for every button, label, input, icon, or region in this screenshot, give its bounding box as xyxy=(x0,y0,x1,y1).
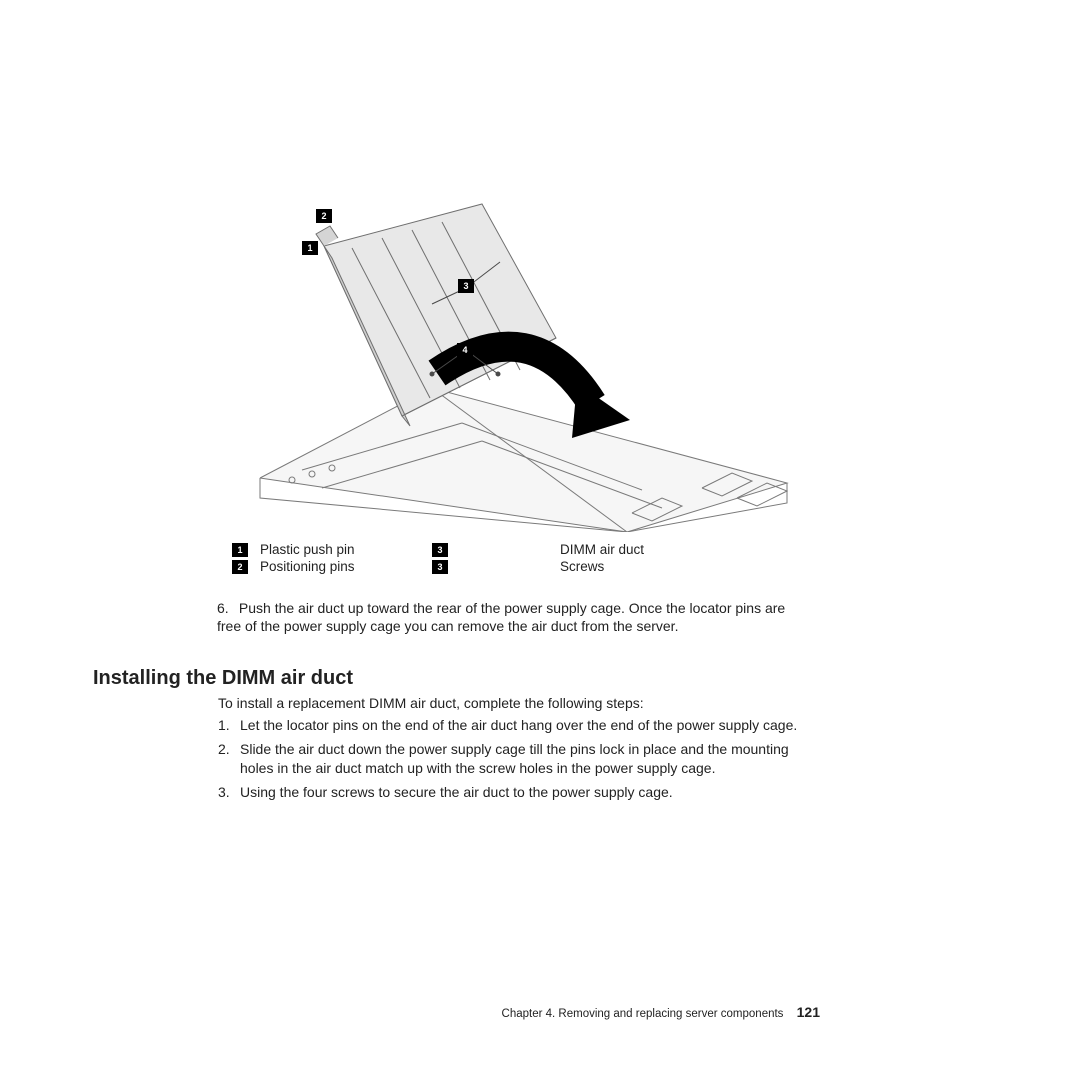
legend-label: Plastic push pin xyxy=(260,542,355,557)
step-text: Using the four screws to secure the air … xyxy=(240,783,814,801)
legend-row: 2 Positioning pins 3 Screws xyxy=(232,558,792,575)
step-number: 6. xyxy=(217,599,235,617)
install-intro: To install a replacement DIMM air duct, … xyxy=(218,695,644,711)
legend-badge: 3 xyxy=(432,560,448,574)
install-steps: 1. Let the locator pins on the end of th… xyxy=(218,716,814,808)
step-text: Let the locator pins on the end of the a… xyxy=(240,716,814,734)
document-page: 1 2 3 4 1 Plastic push pin 3 DIMM air du… xyxy=(0,0,1080,1080)
install-step: 1. Let the locator pins on the end of th… xyxy=(218,716,814,734)
dimm-air-duct-figure: 1 2 3 4 xyxy=(232,188,802,532)
legend-badge: 1 xyxy=(232,543,248,557)
figure-callout-3: 3 xyxy=(458,279,474,293)
install-step: 2. Slide the air duct down the power sup… xyxy=(218,740,814,777)
footer-page-number: 121 xyxy=(797,1004,820,1020)
legend-badge: 3 xyxy=(432,543,448,557)
section-heading: Installing the DIMM air duct xyxy=(93,667,353,690)
legend-label: Screws xyxy=(560,559,604,574)
figure-callout-2: 2 xyxy=(316,209,332,223)
figure-callout-4: 4 xyxy=(457,343,473,357)
step-number: 3. xyxy=(218,783,240,801)
step-text: Slide the air duct down the power supply… xyxy=(240,740,814,777)
removal-step-6: 6. Push the air duct up toward the rear … xyxy=(217,599,809,636)
figure-legend: 1 Plastic push pin 3 DIMM air duct 2 Pos… xyxy=(232,541,792,575)
legend-badge: 2 xyxy=(232,560,248,574)
legend-row: 1 Plastic push pin 3 DIMM air duct xyxy=(232,541,792,558)
legend-label: DIMM air duct xyxy=(560,542,644,557)
figure-callout-1: 1 xyxy=(302,241,318,255)
install-step: 3. Using the four screws to secure the a… xyxy=(218,783,814,801)
page-footer: Chapter 4. Removing and replacing server… xyxy=(0,1004,1080,1020)
figure-svg xyxy=(232,188,802,532)
step-number: 1. xyxy=(218,716,240,734)
legend-label: Positioning pins xyxy=(260,559,355,574)
footer-chapter: Chapter 4. Removing and replacing server… xyxy=(502,1008,784,1020)
step-number: 2. xyxy=(218,740,240,777)
step-text: Push the air duct up toward the rear of … xyxy=(217,600,785,634)
